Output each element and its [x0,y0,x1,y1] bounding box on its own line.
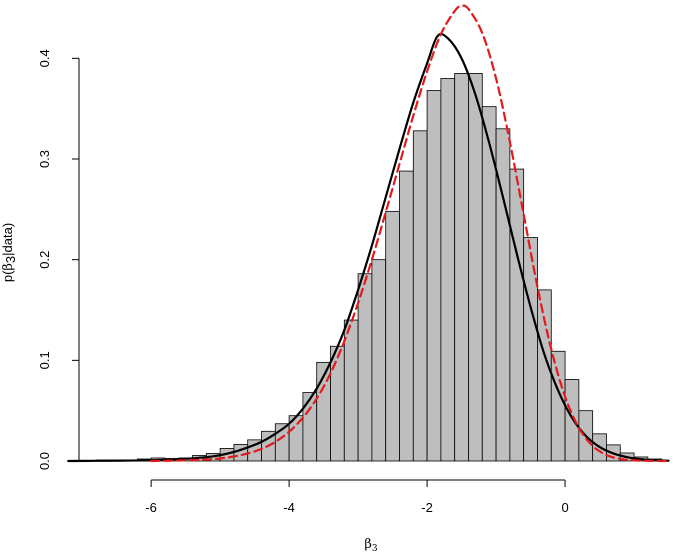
x-tick-label: -6 [145,500,157,515]
histogram-bar [426,90,442,462]
histogram-bar [399,170,414,462]
histogram-bar [454,73,469,462]
y-tick-label: 0.2 [37,251,52,269]
y-axis-title-part-4: |data) [0,223,15,256]
y-axis-title-part-3: 3 [3,256,18,263]
histogram-bar [330,345,345,462]
x-axis-title: β3 [364,537,378,554]
y-axis-title: p(β3|data) [0,223,18,282]
histogram-bar [509,168,525,462]
x-tick-label: -4 [283,500,295,515]
y-tick-label: 0.1 [37,351,52,369]
histogram-bar [468,73,483,462]
y-axis-title-part-2: β [1,263,16,271]
histogram-bar [537,289,552,462]
histogram-bar [564,379,580,462]
x-axis-title-base: β [364,537,372,552]
histogram-bar [233,443,249,462]
x-axis-title-subscript: 3 [372,544,378,554]
x-tick-label: -2 [421,500,433,515]
y-axis-title-part-1: p( [0,270,15,282]
histogram-bars [67,73,663,462]
histogram-bar [385,210,400,462]
density-curves [67,4,670,463]
y-axis-ticks: 0.0 0.1 0.2 0.3 0.4 [37,49,79,470]
y-tick-label: 0.3 [37,150,52,168]
axes: -6 -4 -2 0 0.0 0.1 0.2 0.3 0.4 [37,49,569,515]
y-tick-label: 0.0 [37,452,52,470]
histogram-bar [440,78,456,462]
x-tick-label: 0 [561,500,568,515]
dashed-density-curve [150,4,670,463]
histogram-bar [550,350,566,462]
y-tick-label: 0.4 [37,49,52,67]
histogram-bar [371,259,387,462]
histogram-bar [343,319,359,462]
x-axis-ticks: -6 -4 -2 0 [145,480,569,515]
histogram-bar [357,273,373,462]
histogram-bar [412,130,428,462]
